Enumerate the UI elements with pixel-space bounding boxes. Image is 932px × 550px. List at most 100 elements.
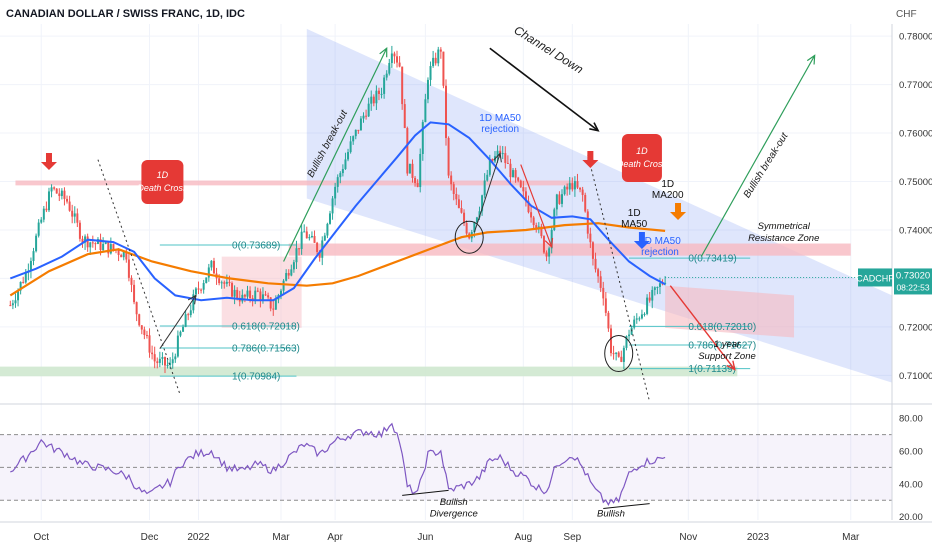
candle-body bbox=[478, 211, 481, 218]
circle-highlight bbox=[454, 220, 484, 254]
ma50-label: MA50 bbox=[621, 219, 648, 230]
candle-body bbox=[228, 281, 231, 284]
fib-label-right: 1(0.71139) bbox=[688, 364, 736, 375]
candle-body bbox=[622, 347, 625, 362]
candle-body bbox=[514, 170, 517, 178]
ma50-rejection-label: 1D MA50 bbox=[479, 113, 521, 124]
resistance-zone-label: Resistance Zone bbox=[748, 233, 819, 244]
candle-body bbox=[548, 248, 551, 257]
x-tick-label: Mar bbox=[842, 532, 860, 543]
candle-body bbox=[604, 298, 607, 313]
candle-body bbox=[42, 208, 45, 220]
candle-body bbox=[14, 300, 17, 304]
candle-body bbox=[563, 186, 566, 195]
candle-body bbox=[542, 236, 545, 253]
candle-body bbox=[318, 251, 321, 258]
fib-label-left: 0.618(0.72018) bbox=[232, 322, 300, 333]
candle-body bbox=[308, 237, 311, 239]
dashed-trendline bbox=[97, 159, 181, 396]
death-cross-arrow-icon bbox=[582, 151, 599, 168]
candle-body bbox=[50, 187, 53, 192]
candle-body bbox=[465, 223, 468, 234]
fib-label-right: 0.786(0.71627) bbox=[688, 340, 756, 351]
currency-label: CHF bbox=[896, 9, 917, 20]
candle-body bbox=[223, 282, 226, 284]
candle-body bbox=[396, 56, 399, 63]
candle-body bbox=[99, 239, 102, 250]
bullish-label: Bullish bbox=[597, 509, 625, 520]
trend-arrow bbox=[159, 295, 197, 349]
candle-body bbox=[32, 251, 35, 261]
candle-body bbox=[344, 159, 347, 170]
death-cross-callout-text: 1D bbox=[157, 170, 169, 180]
candle-body bbox=[84, 236, 87, 243]
candle-body bbox=[197, 288, 200, 290]
support-zone-label: 1 year bbox=[714, 339, 741, 350]
candle-body bbox=[174, 356, 177, 360]
candle-body bbox=[171, 359, 174, 364]
candle-body bbox=[66, 198, 69, 202]
candle-body bbox=[491, 158, 494, 162]
candle-body bbox=[53, 187, 56, 189]
candle-body bbox=[148, 335, 151, 353]
candle-body bbox=[161, 357, 164, 359]
fib-levels: 0(0.73689) 0.618(0.72018) 0.786(0.71563) 1(… bbox=[159, 241, 756, 383]
candle-body bbox=[365, 115, 368, 117]
fib-label-right: 0.618(0.72010) bbox=[688, 322, 756, 333]
candle-body bbox=[153, 354, 156, 362]
zones bbox=[0, 28, 892, 383]
candle-body bbox=[571, 183, 574, 190]
candle-body bbox=[19, 281, 22, 291]
candle-body bbox=[76, 213, 79, 223]
ma50-label: 1D bbox=[628, 208, 641, 219]
candle-body bbox=[63, 190, 66, 199]
x-tick-label: Oct bbox=[33, 532, 49, 543]
candle-body bbox=[486, 174, 489, 181]
death-cross-callout-text: 1D bbox=[636, 146, 648, 156]
candle-body bbox=[517, 177, 520, 181]
projection-box bbox=[665, 285, 795, 338]
drop-arrow-red-head bbox=[726, 360, 736, 371]
death-cross-callout bbox=[621, 134, 662, 182]
symbol-label: CADCHF bbox=[856, 273, 894, 283]
candle-body bbox=[189, 310, 192, 316]
candle-body bbox=[591, 242, 594, 259]
candle-body bbox=[524, 191, 527, 202]
fib-label-left: 0(0.73689) bbox=[232, 241, 280, 252]
candle-body bbox=[377, 90, 380, 94]
candle-body bbox=[303, 231, 306, 233]
candle-body bbox=[145, 334, 148, 336]
candle-body bbox=[259, 291, 262, 301]
candle-body bbox=[71, 210, 74, 217]
candle-body bbox=[421, 122, 424, 154]
ma50-rejection-label: 1D MA50 bbox=[639, 236, 681, 247]
last-price-label: 0.73020 bbox=[896, 270, 930, 281]
candle-body bbox=[192, 294, 195, 311]
x-tick-label: 2022 bbox=[187, 532, 210, 543]
candle-body bbox=[45, 208, 48, 211]
y-tick-label: 0.71000 bbox=[899, 371, 932, 382]
rsi-line bbox=[10, 422, 666, 506]
candle-body bbox=[638, 318, 641, 320]
candle-body bbox=[555, 194, 558, 210]
ma50-line bbox=[9, 121, 666, 302]
candle-body bbox=[648, 297, 651, 301]
candle-body bbox=[633, 319, 636, 328]
candle-body bbox=[561, 194, 564, 204]
candle-body bbox=[194, 288, 197, 295]
death-cross-callout-text: Death Cross bbox=[137, 183, 188, 193]
candle-body bbox=[597, 269, 600, 277]
candle-body bbox=[612, 353, 615, 355]
fib-label-left: 0.786(0.71563) bbox=[232, 344, 300, 355]
candle-body bbox=[653, 287, 656, 290]
candle-body bbox=[37, 222, 40, 236]
candle-body bbox=[133, 284, 136, 303]
candle-body bbox=[163, 357, 166, 366]
rsi-tick-label: 80.00 bbox=[899, 414, 923, 425]
circle-highlight bbox=[604, 335, 634, 373]
candle-body bbox=[169, 363, 172, 365]
candle-body bbox=[450, 175, 453, 185]
candle-body bbox=[452, 184, 455, 194]
divergence-line bbox=[603, 503, 650, 509]
